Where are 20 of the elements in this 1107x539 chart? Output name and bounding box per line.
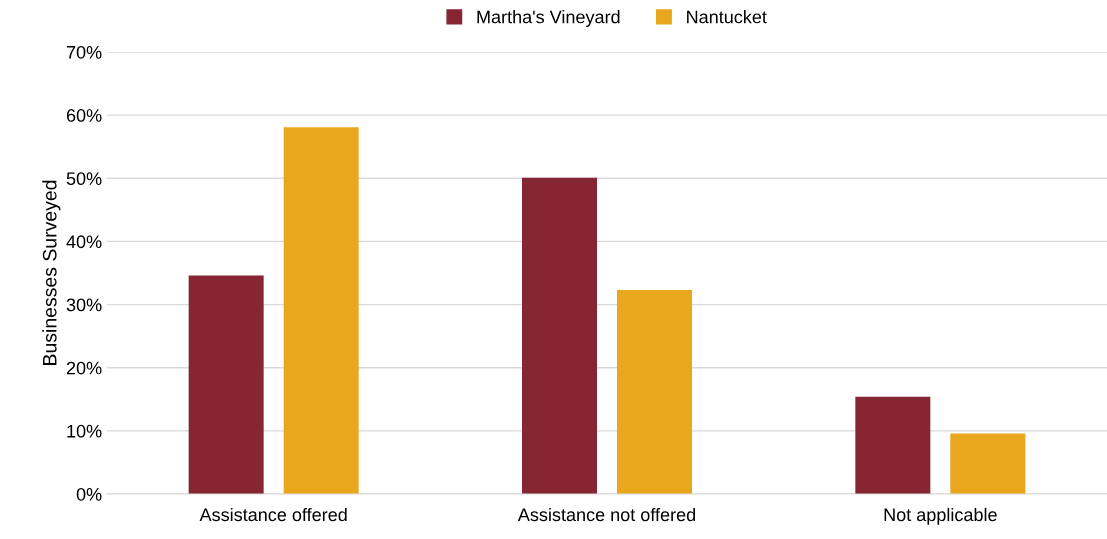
- x-tick-label: Assistance not offered: [517, 507, 696, 522]
- y-tick-label: 70%: [66, 45, 102, 59]
- y-tick-label: 0%: [76, 487, 102, 501]
- legend-label: Martha's Vineyard: [477, 10, 620, 27]
- y-tick-label: 10%: [67, 424, 102, 438]
- y-tick-label: 50%: [66, 172, 102, 186]
- bar: [283, 127, 359, 494]
- y-tick-label: 30%: [66, 298, 102, 312]
- bar: [188, 275, 264, 494]
- y-tick-label: 40%: [66, 235, 102, 249]
- bar: [950, 433, 1026, 494]
- y-axis-title: Businesses Surveyed: [42, 180, 61, 365]
- y-tick-label: 20%: [66, 361, 102, 375]
- legend-label: Nantucket: [687, 10, 767, 24]
- x-tick-label: Not applicable: [884, 507, 997, 525]
- bar: [855, 396, 931, 494]
- bar: [522, 177, 597, 494]
- y-tick-label: 60%: [66, 109, 102, 122]
- bar: [617, 290, 692, 494]
- x-tick-label: Assistance offered: [199, 507, 347, 522]
